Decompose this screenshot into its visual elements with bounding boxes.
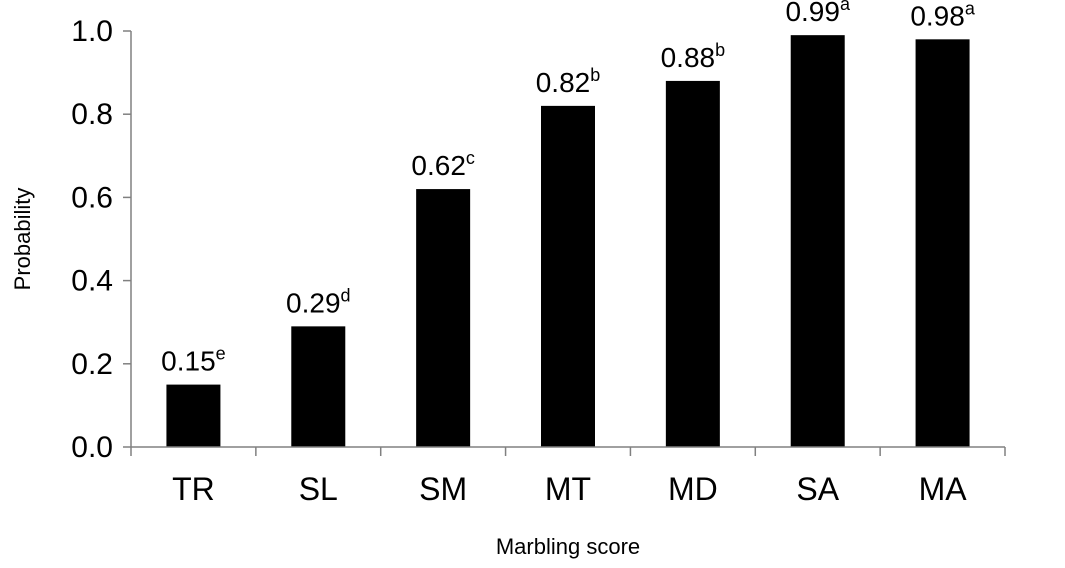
- data-label-sl: 0.29d: [286, 285, 351, 318]
- bar-sl: [291, 326, 346, 447]
- data-label-value: 0.98: [910, 0, 965, 31]
- y-axis-ticks: 0.0 0.2 0.4 0.6 0.8 1.0: [71, 15, 131, 464]
- bar-tr: [166, 384, 221, 447]
- data-label-letter: b: [715, 40, 725, 60]
- data-label-letter: a: [965, 0, 976, 18]
- y-axis-title: Probability: [10, 188, 35, 291]
- y-tick-label: 0.2: [71, 348, 113, 381]
- data-label-mt: 0.82b: [536, 65, 601, 98]
- data-label-value: 0.15: [161, 346, 216, 377]
- x-axis-ticks: [130, 447, 1006, 456]
- data-label-value: 0.88: [661, 42, 716, 73]
- x-axis-title: Marbling score: [496, 534, 640, 559]
- x-tick-label-sl: SL: [299, 471, 338, 507]
- bar-sa: [790, 35, 845, 447]
- y-tick-label: 0.4: [71, 265, 113, 298]
- data-label-letter: b: [590, 65, 600, 85]
- y-tick-label: 0.8: [71, 98, 113, 131]
- bar-ma: [915, 39, 970, 447]
- y-tick-label: 0.6: [71, 181, 113, 214]
- x-tick-label-md: MD: [668, 471, 718, 507]
- data-label-letter: d: [341, 285, 351, 305]
- data-label-value: 0.29: [286, 287, 341, 318]
- x-tick-label-sa: SA: [796, 471, 839, 507]
- data-label-letter: c: [466, 148, 475, 168]
- x-tick-label-tr: TR: [172, 471, 215, 507]
- x-tick-label-ma: MA: [919, 471, 968, 507]
- data-label-value: 0.99: [785, 0, 840, 27]
- data-label-md: 0.88b: [661, 40, 726, 73]
- y-tick-label: 0.0: [71, 431, 113, 464]
- x-tick-label-mt: MT: [545, 471, 591, 507]
- data-label-ma: 0.98a: [910, 0, 976, 31]
- x-tick-label-sm: SM: [419, 471, 467, 507]
- category-labels-group: TR SL SM MT MD SA MA: [172, 471, 967, 507]
- data-label-tr: 0.15e: [161, 344, 226, 377]
- y-tick-label: 1.0: [71, 15, 113, 48]
- data-label-letter: a: [840, 0, 851, 14]
- data-label-sa: 0.99a: [785, 0, 851, 27]
- data-label-value: 0.82: [536, 67, 591, 98]
- data-label-sm: 0.62c: [411, 148, 475, 181]
- data-label-value: 0.62: [411, 150, 466, 181]
- bars-group: [166, 35, 970, 448]
- bar-mt: [541, 105, 595, 447]
- data-label-letter: e: [216, 344, 226, 364]
- bar-md: [665, 80, 720, 448]
- bar-sm: [416, 189, 471, 447]
